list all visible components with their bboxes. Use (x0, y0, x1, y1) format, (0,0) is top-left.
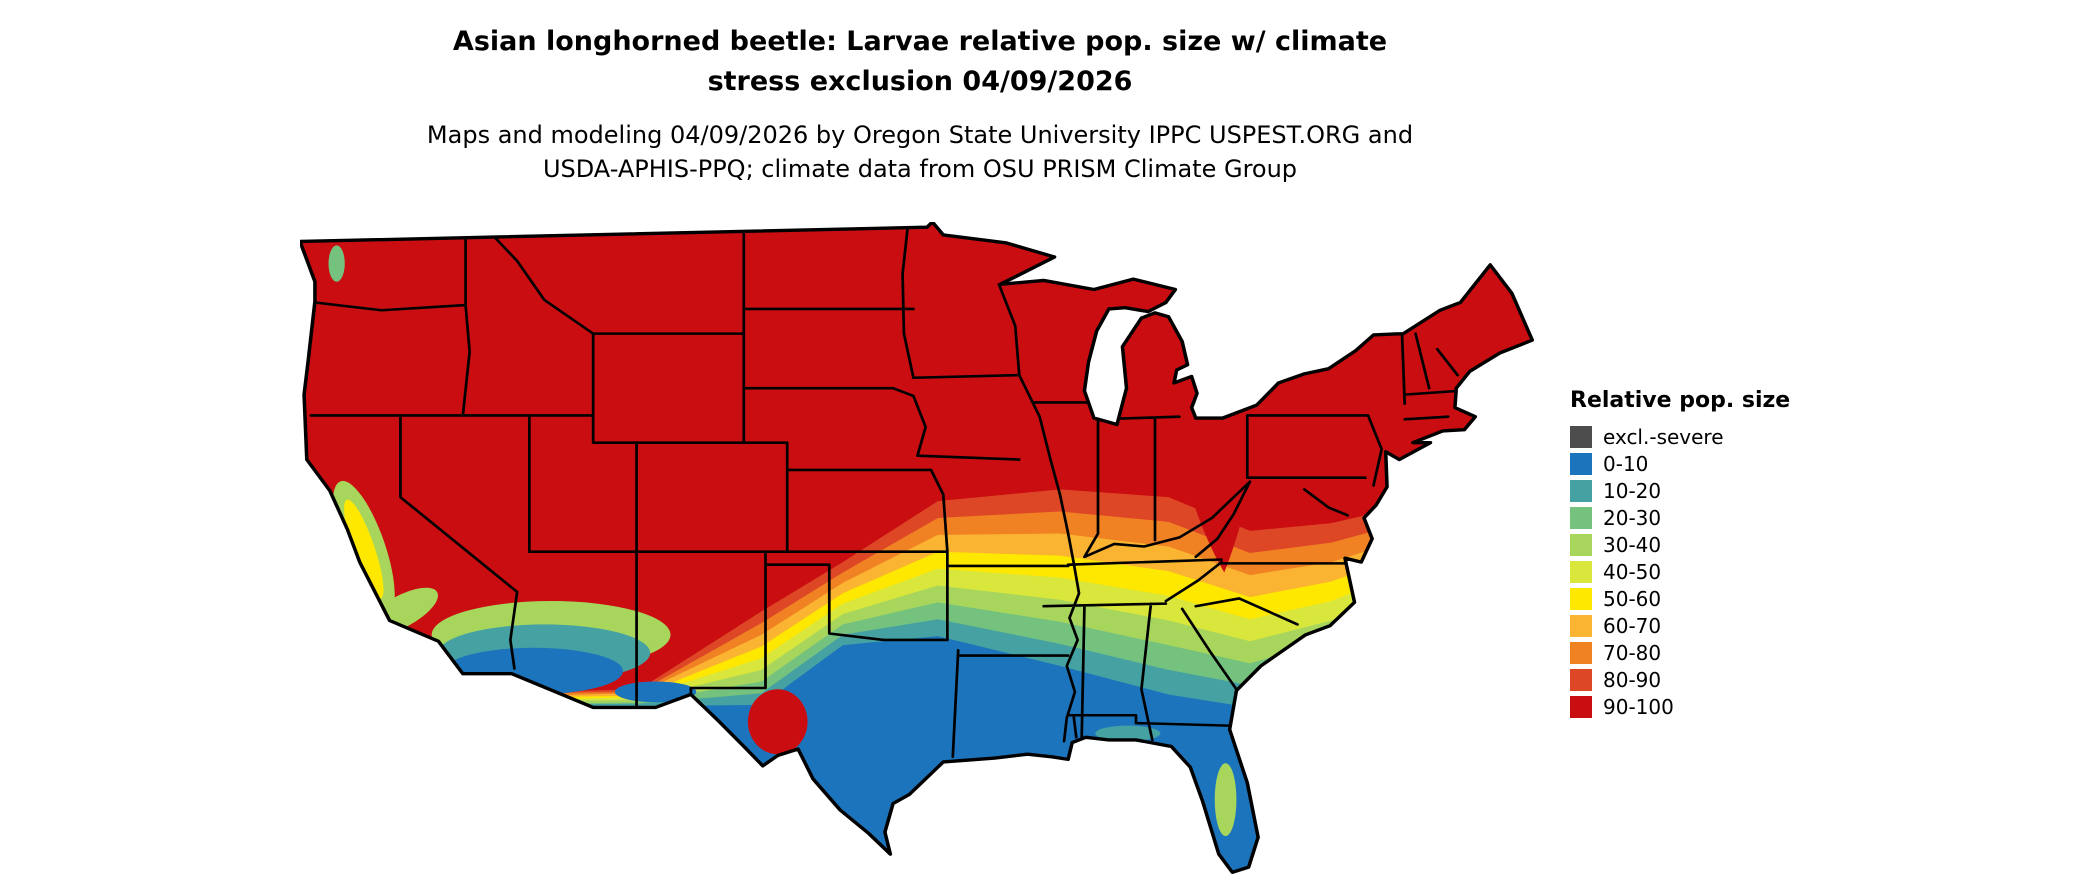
legend-swatch-0-10 (1570, 452, 1592, 475)
florida-panhandle-teal-patch (1095, 725, 1161, 742)
legend-item-90-100: 90-100 (1570, 693, 1830, 720)
legend-item-80-90: 80-90 (1570, 666, 1830, 693)
legend-swatch-70-80 (1570, 641, 1592, 664)
legend-label: excl.-severe (1603, 424, 1724, 449)
map-title-line2: stress exclusion 04/09/2026 (707, 66, 1133, 97)
new-mexico-border-blue-strip (614, 681, 697, 703)
legend-label: 80-90 (1603, 667, 1662, 692)
legend-item-10-20: 10-20 (1570, 477, 1830, 504)
map-subtitle-line1: Maps and modeling 04/09/2026 by Oregon S… (426, 121, 1414, 149)
florida-ridge-green-patch (1214, 763, 1237, 836)
legend-label: 90-100 (1603, 694, 1674, 719)
legend-item-30-40: 30-40 (1570, 531, 1830, 558)
legend-swatch-50-60 (1570, 587, 1592, 610)
legend: Relative pop. size excl.-severe 0-10 10-… (1570, 388, 1830, 720)
legend-swatch-20-30 (1570, 506, 1592, 529)
legend-item-20-30: 20-30 (1570, 504, 1830, 531)
legend-swatch-30-40 (1570, 533, 1592, 556)
big-bend-red-patch (747, 689, 808, 755)
legend-item-60-70: 60-70 (1570, 612, 1830, 639)
us-map (300, 222, 1535, 875)
legend-label: 30-40 (1603, 532, 1662, 557)
legend-swatch-40-50 (1570, 560, 1592, 583)
legend-swatch-90-100 (1570, 695, 1592, 718)
legend-swatch-80-90 (1570, 668, 1592, 691)
legend-item-0-10: 0-10 (1570, 450, 1830, 477)
legend-item-70-80: 70-80 (1570, 639, 1830, 666)
legend-swatch-10-20 (1570, 479, 1592, 502)
legend-label: 40-50 (1603, 559, 1662, 584)
us-outline (300, 222, 1535, 875)
legend-label: 60-70 (1603, 613, 1662, 638)
legend-item-excl-severe: excl.-severe (1570, 423, 1830, 450)
legend-label: 50-60 (1603, 586, 1662, 611)
legend-label: 70-80 (1603, 640, 1662, 665)
sonoran-blue-patch (443, 647, 623, 695)
legend-swatch-excl-severe (1570, 425, 1592, 448)
legend-label: 10-20 (1603, 478, 1662, 503)
map-title-line1: Asian longhorned beetle: Larvae relative… (452, 26, 1388, 57)
map-title: Asian longhorned beetle: Larvae relative… (0, 22, 1840, 102)
legend-title: Relative pop. size (1570, 388, 1791, 413)
state-borders (309, 223, 1462, 759)
legend-label: 0-10 (1603, 451, 1649, 476)
legend-item-40-50: 40-50 (1570, 558, 1830, 585)
puget-sound-teal-patch (328, 245, 345, 282)
map-subtitle-line2: USDA-APHIS-PPQ; climate data from OSU PR… (542, 155, 1298, 183)
legend-label: 20-30 (1603, 505, 1662, 530)
legend-swatch-60-70 (1570, 614, 1592, 637)
map-subtitle: Maps and modeling 04/09/2026 by Oregon S… (0, 118, 1840, 186)
central-valley-yellow-core (344, 499, 384, 599)
legend-item-50-60: 50-60 (1570, 585, 1830, 612)
